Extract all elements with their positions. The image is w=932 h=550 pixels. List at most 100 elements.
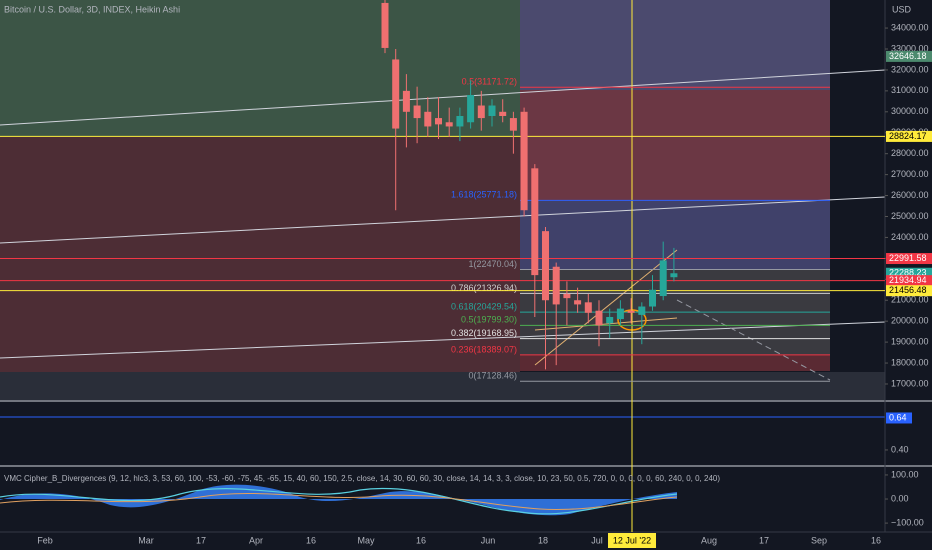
candle-body [595, 310, 603, 326]
zone-green [0, 0, 520, 137]
x-tick-label: Aug [701, 535, 717, 545]
candle-body [563, 293, 571, 299]
y-tick-label: 32000.00 [891, 64, 929, 74]
y-tick-label: 18000.00 [891, 357, 929, 367]
y-tick-label: 30000.00 [891, 106, 929, 116]
y-tick-label: 31000.00 [891, 85, 929, 95]
y-tick-label: −100.00 [891, 517, 924, 527]
x-tick-label: Apr [249, 535, 263, 545]
price-label-bg [886, 130, 932, 142]
zone-purple [520, 0, 830, 90]
candle-body [488, 105, 496, 116]
wave-line [0, 492, 678, 510]
trend-line [0, 321, 886, 359]
price-label: 21456.48 [889, 285, 927, 295]
currency: USD [892, 4, 912, 14]
candle-body [670, 273, 678, 278]
fib-label: 0.5(31171.72) [462, 77, 517, 87]
y-tick-label: 34000.00 [891, 22, 929, 32]
zone-red-right [520, 90, 830, 201]
candle-body [552, 266, 560, 305]
zone-fib-low [520, 355, 830, 371]
x-tick-label: 16 [416, 535, 426, 545]
candle-body [531, 168, 539, 276]
candle-body [606, 316, 614, 324]
price-label: 22288.23 [889, 268, 927, 278]
trend-line [0, 196, 886, 244]
candle-body [392, 59, 400, 129]
fib-label: 0.236(18389.07) [451, 344, 517, 354]
x-tick-label: Mar [138, 535, 154, 545]
zone-bottom [0, 372, 885, 400]
y-tick-label: 25000.00 [891, 211, 929, 221]
price-label-bg [886, 275, 932, 287]
projection-line [676, 299, 831, 381]
candle-body [659, 260, 667, 297]
x-tick-label: Jul [591, 535, 603, 545]
y-tick-label: 20000.00 [891, 316, 929, 326]
y-tick-label: 0.00 [891, 493, 909, 503]
x-tick-label: 16 [306, 535, 316, 545]
fib-label: 0.5(19799.30) [461, 315, 517, 325]
trend-line [0, 69, 886, 126]
price-label-bg [886, 285, 932, 297]
candle-body [542, 231, 549, 301]
price-label: 32646.18 [889, 51, 927, 61]
x-tick-label: Jun [481, 535, 496, 545]
price-label-bg [886, 50, 932, 62]
x-tick-label: 18 [538, 535, 548, 545]
y-tick-label: 100.00 [891, 469, 919, 479]
y-tick-label: 24000.00 [891, 232, 929, 242]
candle-body [477, 105, 485, 119]
candle-body [499, 111, 507, 116]
candle-body [424, 111, 432, 127]
fib-label: 0.382(19168.95) [451, 328, 517, 338]
candle-body [456, 115, 464, 127]
y-tick-label: 21000.00 [891, 295, 929, 305]
indicator-title: VMC Cipher_B_Divergences (9, 12, hlc3, 3… [4, 474, 720, 483]
fib-label: 0.786(21326.94) [451, 283, 517, 293]
candle-body [381, 2, 389, 48]
candle-body [574, 300, 582, 305]
x-tick-label: 17 [196, 535, 206, 545]
y-tick-label: 28000.00 [891, 148, 929, 158]
candle-body [627, 310, 635, 313]
fib-label: 1(22470.04) [468, 259, 517, 269]
candle-body [402, 90, 410, 112]
x-tick-label: Feb [37, 535, 53, 545]
candle-body [413, 105, 421, 119]
price-label-bg [886, 253, 932, 265]
x-tick-label: Sep [811, 535, 827, 545]
x-tick-label: 17 [759, 535, 769, 545]
fib-label: 1.618(25771.18) [451, 190, 517, 200]
candle-body [638, 306, 646, 315]
wave-area [0, 484, 677, 516]
fib-label: 0.618(20429.54) [451, 302, 517, 312]
x-tick-label: May [357, 535, 375, 545]
y-tick-label: 19000.00 [891, 336, 929, 346]
candle-body [649, 289, 656, 307]
candle-body [520, 111, 528, 211]
y-tick-label: 17000.00 [891, 378, 929, 388]
oscillator-label-bg [886, 412, 912, 424]
crosshair-label-bg [608, 533, 656, 548]
chart-title: Bitcoin / U.S. Dollar, 3D, INDEX, Heikin… [4, 4, 180, 14]
price-label: 28824.17 [889, 131, 927, 141]
wave-line [0, 487, 678, 515]
candle-body [435, 118, 442, 125]
oscillator-label: 0.64 [889, 412, 907, 422]
x-tick-label: 16 [871, 535, 881, 545]
y-tick-label: 33000.00 [891, 43, 929, 53]
y-tick-label: 0.40 [891, 444, 909, 454]
zone-blue [520, 201, 830, 269]
zone-red [0, 137, 520, 372]
y-tick-label: 27000.00 [891, 169, 929, 179]
candle-body [445, 122, 453, 127]
candle-body [467, 95, 475, 123]
candle-body [509, 118, 517, 131]
crosshair-label: 12 Jul '22 [613, 535, 651, 545]
fib-label: 0(17128.46) [468, 371, 517, 381]
candle-body [584, 302, 592, 313]
price-label: 22991.58 [889, 253, 927, 263]
